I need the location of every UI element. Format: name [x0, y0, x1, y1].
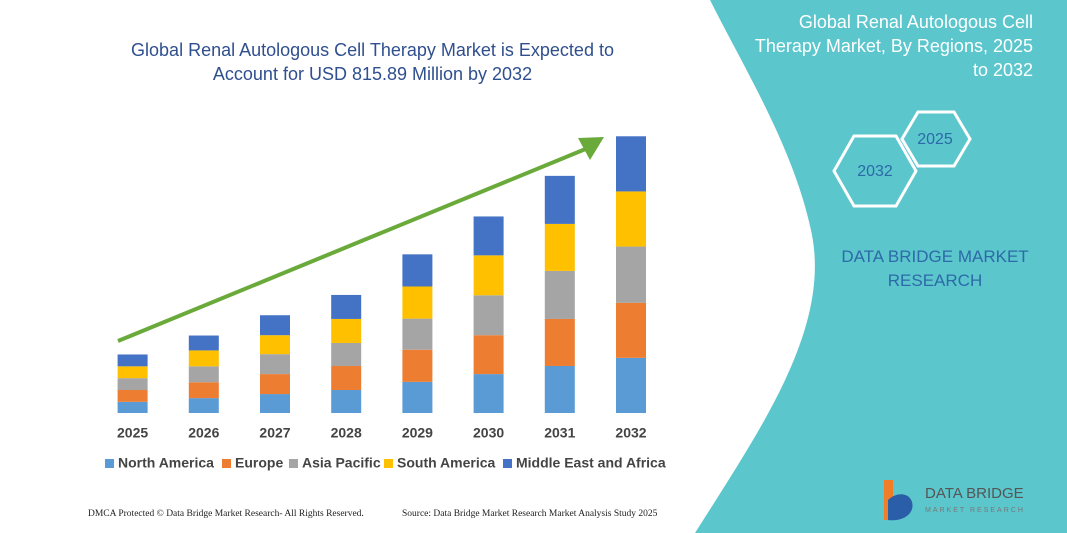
- bar-segment: [402, 381, 433, 413]
- bar-segment: [117, 366, 148, 379]
- logo-name: DATA BRIDGE: [925, 485, 1024, 502]
- legend-label: Europe: [235, 455, 283, 471]
- legend-swatch: [105, 459, 114, 468]
- legend-label: Middle East and Africa: [516, 455, 666, 471]
- legend-swatch: [222, 459, 231, 468]
- bar-segment: [188, 335, 219, 351]
- bar-segment: [544, 223, 575, 271]
- bar-segment: [544, 270, 575, 319]
- legend-swatch: [503, 459, 512, 468]
- chart-title: Global Renal Autologous Cell Therapy Mar…: [131, 40, 614, 84]
- bar-segment: [188, 366, 219, 383]
- logo-tagline: MARKET RESEARCH: [925, 507, 1025, 514]
- bar-segment: [473, 374, 504, 413]
- x-tick-label: 2028: [331, 425, 362, 441]
- x-tick-label: 2025: [117, 425, 148, 441]
- bar-segment: [260, 394, 290, 413]
- bar-segment: [260, 374, 290, 395]
- x-tick-label: 2029: [402, 425, 433, 441]
- bar-segment: [616, 191, 646, 247]
- bar-segment: [616, 136, 646, 192]
- hexagon-label: 2032: [857, 163, 893, 180]
- bar-segment: [544, 175, 575, 224]
- bar-segment: [260, 315, 290, 336]
- bar-segment: [188, 350, 219, 367]
- hexagon-label: 2025: [917, 131, 953, 148]
- legend-swatch: [384, 459, 393, 468]
- bar-segment: [402, 286, 433, 319]
- bar-segment: [616, 357, 646, 413]
- bar-segment: [117, 378, 148, 390]
- bar-segment: [616, 246, 646, 303]
- bar-segment: [544, 318, 575, 366]
- bar-segment: [331, 389, 362, 413]
- bar-segment: [331, 342, 362, 366]
- arrow-head: [578, 137, 604, 160]
- bar-segment: [117, 389, 148, 402]
- bar-segment: [616, 302, 646, 358]
- bar-segment: [473, 255, 504, 296]
- side-brand: DATA BRIDGE MARKET RESEARCH: [841, 247, 1029, 290]
- trend-arrow: [117, 146, 589, 343]
- bar-segment: [402, 349, 433, 382]
- logo-mark: [888, 494, 913, 521]
- bar-segment: [331, 318, 362, 343]
- x-tick-label: 2027: [259, 425, 290, 441]
- footer-right: Source: Data Bridge Market Research Mark…: [402, 509, 658, 519]
- bar-segment: [117, 401, 148, 413]
- bar-segment: [402, 318, 433, 350]
- bar-segment: [188, 398, 219, 413]
- side-panel-bg: [695, 0, 1067, 533]
- side-title: Global Renal Autologous Cell Therapy Mar…: [754, 12, 1033, 80]
- bar-segment: [260, 354, 290, 375]
- hexagon: [900, 110, 972, 168]
- logo: DATA BRIDGE MARKET RESEARCH: [884, 480, 1025, 521]
- legend-label: Asia Pacific: [302, 455, 381, 471]
- bar-segment: [473, 216, 504, 256]
- x-tick-label: 2026: [188, 425, 219, 441]
- bar-segment: [473, 335, 504, 375]
- bar-segment: [331, 365, 362, 390]
- bar-segment: [188, 382, 219, 399]
- bar-segment: [331, 294, 362, 319]
- bar-segment: [260, 335, 290, 355]
- bar-segment: [117, 354, 148, 367]
- hexagon: [832, 134, 918, 208]
- bar-segment: [402, 254, 433, 287]
- x-tick-label: 2032: [615, 425, 646, 441]
- x-tick-label: 2031: [544, 425, 575, 441]
- x-tick-label: 2030: [473, 425, 504, 441]
- legend-swatch: [289, 459, 298, 468]
- footer-left: DMCA Protected © Data Bridge Market Rese…: [88, 509, 364, 519]
- bar-segment: [544, 365, 575, 413]
- legend-label: North America: [118, 455, 214, 471]
- bar-segment: [473, 295, 504, 336]
- legend-label: South America: [397, 455, 495, 471]
